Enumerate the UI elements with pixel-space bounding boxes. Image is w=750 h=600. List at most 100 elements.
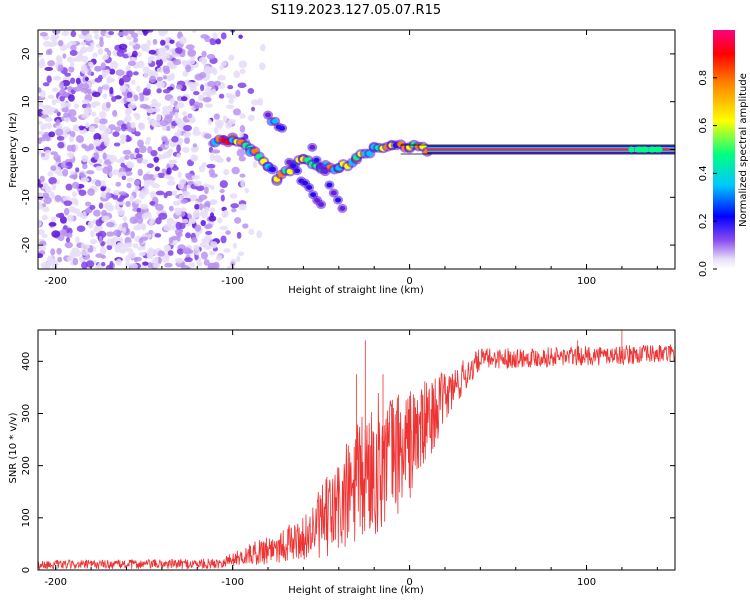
heatmap-cell [142, 105, 151, 110]
heatmap-cell [155, 190, 165, 196]
heatmap-cell [141, 212, 149, 220]
heatmap-cell [181, 190, 191, 198]
heatmap-cell [641, 146, 648, 153]
heatmap-cell [102, 83, 111, 91]
heatmap-cell [180, 96, 188, 102]
heatmap-cell [150, 150, 158, 157]
heatmap-cell [147, 56, 153, 64]
heatmap-cell [62, 126, 71, 133]
heatmap-cell [135, 153, 143, 158]
heatmap-cell [134, 199, 142, 204]
heatmap-cell [196, 260, 203, 267]
heatmap-cell [106, 238, 115, 246]
heatmap-cell [209, 207, 216, 213]
heatmap-cell [176, 102, 185, 109]
heatmap-cell [184, 257, 193, 263]
heatmap-cell [148, 219, 154, 226]
heatmap-cell [70, 30, 77, 38]
y-tick-label: 10 [21, 95, 32, 108]
x-tick-label: -200 [44, 276, 67, 287]
spectrogram-heatmap [38, 30, 675, 269]
heatmap-cell [146, 83, 152, 89]
heatmap-cell [93, 226, 99, 233]
heatmap-cell [126, 182, 132, 189]
heatmap-cell [108, 30, 115, 36]
heatmap-cell [203, 133, 212, 139]
heatmap-cell [228, 94, 237, 99]
heatmap-cell [174, 111, 179, 119]
heatmap-cell [219, 189, 225, 194]
heatmap-cell [193, 180, 202, 187]
heatmap-cell [91, 91, 101, 98]
heatmap-cell [80, 250, 89, 256]
heatmap-cell [90, 230, 95, 238]
heatmap-cell [89, 204, 96, 210]
heatmap-cell [138, 122, 146, 131]
heatmap-cell [46, 122, 52, 130]
y-tick-label: 200 [21, 456, 32, 475]
heatmap-cell [149, 200, 156, 206]
heatmap-cell [82, 163, 88, 170]
heatmap-cell [184, 249, 194, 254]
heatmap-cell [152, 262, 161, 269]
heatmap-cell [131, 79, 136, 85]
snr-frame [37, 329, 676, 571]
heatmap-cell [163, 174, 172, 179]
heatmap-cell [200, 251, 208, 260]
heatmap-cell [112, 131, 120, 137]
heatmap-cell [105, 264, 113, 269]
heatmap-cell [119, 236, 124, 243]
heatmap-cell [180, 264, 190, 269]
heatmap-cell [38, 204, 44, 210]
heatmap-cell [68, 205, 76, 213]
heatmap-cell [204, 200, 211, 208]
heatmap-cell [247, 114, 255, 122]
x-tick-label: 100 [577, 276, 596, 287]
heatmap-cell [223, 209, 229, 218]
heatmap-cell [86, 170, 95, 175]
heatmap-cell [231, 166, 240, 175]
heatmap-cell [48, 131, 56, 138]
heatmap-cell [212, 68, 218, 76]
heatmap-cell [114, 126, 122, 132]
heatmap-cell [118, 171, 127, 176]
heatmap-cell [242, 223, 249, 229]
heatmap-cell [112, 169, 120, 176]
heatmap-cell [125, 242, 133, 248]
heatmap-cell [81, 155, 89, 163]
heatmap-cell [191, 236, 198, 243]
heatmap-cell [167, 150, 172, 158]
heatmap-cell [172, 200, 181, 206]
heatmap-cell [70, 61, 75, 68]
heatmap-cell [75, 211, 84, 217]
heatmap-cell [164, 262, 173, 268]
heatmap-cell [239, 125, 246, 133]
heatmap-cell [157, 250, 166, 257]
heatmap-cell [63, 112, 71, 118]
heatmap-cell [180, 199, 188, 204]
heatmap-cell [94, 77, 103, 83]
heatmap-cell [99, 39, 104, 48]
heatmap-cell [69, 174, 78, 179]
heatmap-cell [212, 32, 218, 40]
heatmap-cell [81, 143, 87, 149]
heatmap-cell [178, 194, 185, 201]
heatmap-cell [176, 248, 184, 255]
snr-series-line [38, 330, 675, 570]
heatmap-cell [101, 69, 109, 77]
heatmap-cell [128, 251, 136, 259]
heatmap-cell [210, 88, 217, 96]
heatmap-cell [75, 135, 84, 143]
heatmap-cell [148, 49, 157, 55]
heatmap-cell [40, 152, 46, 158]
heatmap-cell [70, 116, 78, 123]
heatmap-cell [67, 94, 75, 102]
heatmap-cell [233, 70, 240, 79]
heatmap-cell [172, 59, 182, 66]
heatmap-cell [160, 154, 167, 160]
heatmap-cell [154, 233, 162, 238]
heatmap-cell [190, 194, 198, 200]
heatmap-cell [128, 40, 136, 47]
heatmap-cell [122, 216, 128, 222]
heatmap-cell [85, 46, 94, 53]
